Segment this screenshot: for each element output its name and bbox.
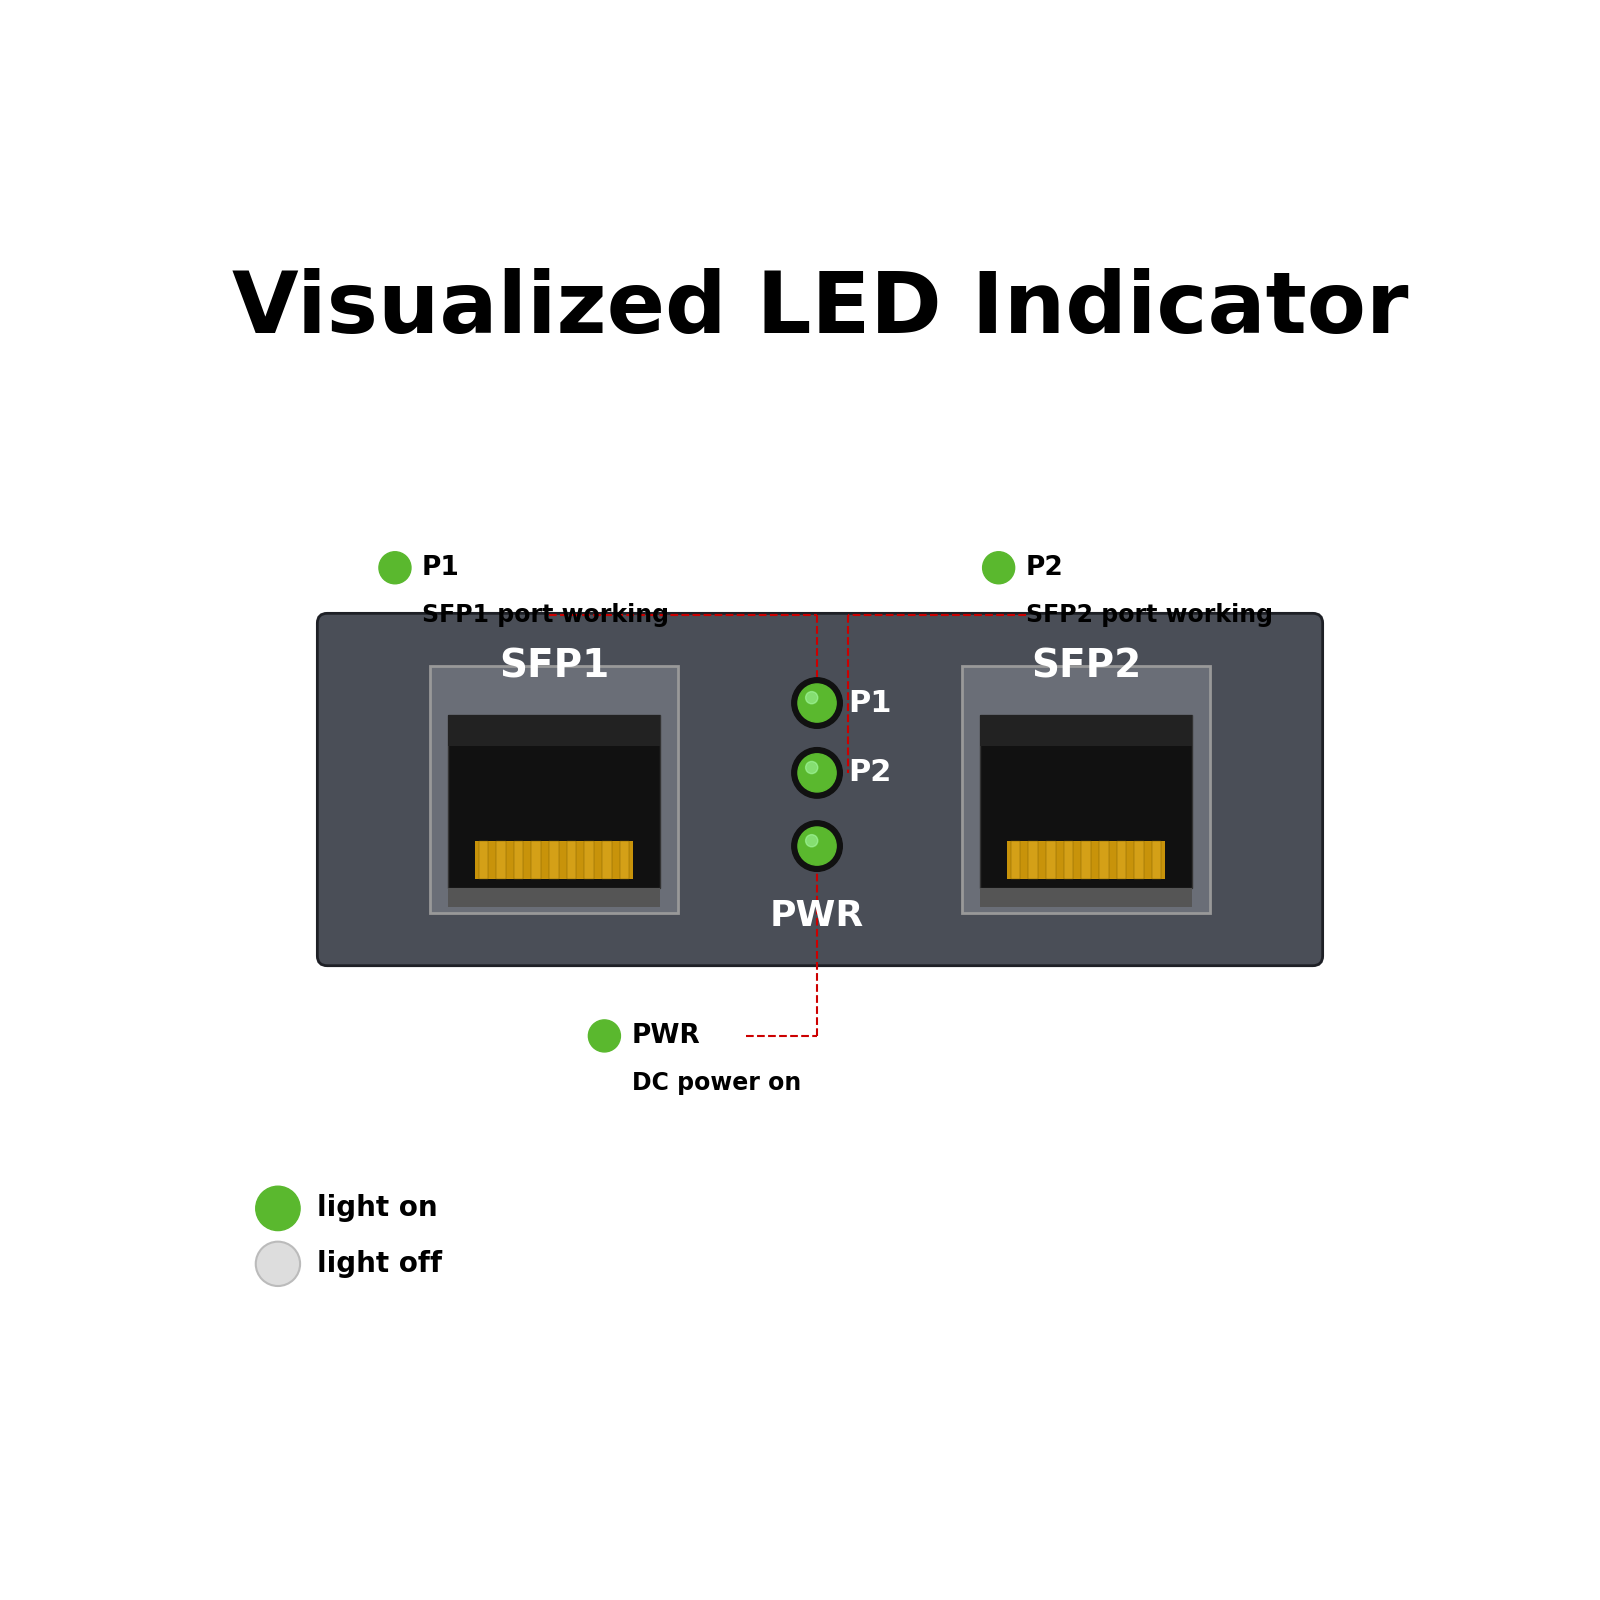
Bar [981, 715, 1192, 888]
Text: Visualized LED Indicator: Visualized LED Indicator [232, 267, 1408, 350]
Circle shape [589, 1019, 621, 1051]
Bar [602, 842, 611, 880]
Bar [566, 842, 576, 880]
Bar [1064, 842, 1074, 880]
Circle shape [792, 678, 842, 728]
Bar [1117, 842, 1126, 880]
FancyBboxPatch shape [430, 666, 678, 914]
Bar [531, 842, 541, 880]
Bar [584, 842, 594, 880]
Text: P1: P1 [848, 688, 891, 717]
Circle shape [798, 754, 837, 792]
Circle shape [805, 762, 818, 774]
Text: SFP2 port working: SFP2 port working [1026, 603, 1272, 627]
Circle shape [256, 1242, 301, 1286]
Text: PWR: PWR [632, 1022, 701, 1050]
Text: SFP1: SFP1 [499, 648, 610, 685]
Bar [478, 842, 488, 880]
Text: DC power on: DC power on [632, 1070, 800, 1094]
Bar [981, 888, 1192, 907]
Text: P1: P1 [422, 555, 459, 581]
Bar [1082, 842, 1091, 880]
Bar [448, 715, 659, 888]
Circle shape [792, 747, 842, 798]
Bar [1046, 842, 1056, 880]
Text: SFP2: SFP2 [1030, 648, 1141, 685]
Text: PWR: PWR [770, 899, 864, 933]
Circle shape [379, 552, 411, 584]
Circle shape [805, 835, 818, 846]
Circle shape [805, 691, 818, 704]
Text: P2: P2 [1026, 555, 1064, 581]
Bar [1011, 842, 1021, 880]
Bar [448, 715, 659, 746]
Bar [1152, 842, 1162, 880]
Circle shape [792, 821, 842, 872]
Bar [475, 842, 634, 880]
Bar [448, 888, 659, 907]
Bar [619, 842, 629, 880]
Bar [981, 715, 1192, 746]
Bar [496, 842, 506, 880]
FancyBboxPatch shape [962, 666, 1210, 914]
Circle shape [982, 552, 1014, 584]
FancyBboxPatch shape [317, 613, 1323, 966]
Text: P2: P2 [848, 758, 891, 787]
Bar [1099, 842, 1109, 880]
Text: SFP1 port working: SFP1 port working [422, 603, 669, 627]
Bar [1134, 842, 1144, 880]
Bar [514, 842, 523, 880]
Text: light on: light on [317, 1194, 438, 1222]
Circle shape [798, 683, 837, 722]
Bar [1006, 842, 1165, 880]
Bar [549, 842, 558, 880]
Bar [1029, 842, 1038, 880]
Circle shape [798, 827, 837, 866]
Circle shape [256, 1186, 301, 1230]
Text: light off: light off [317, 1250, 443, 1278]
